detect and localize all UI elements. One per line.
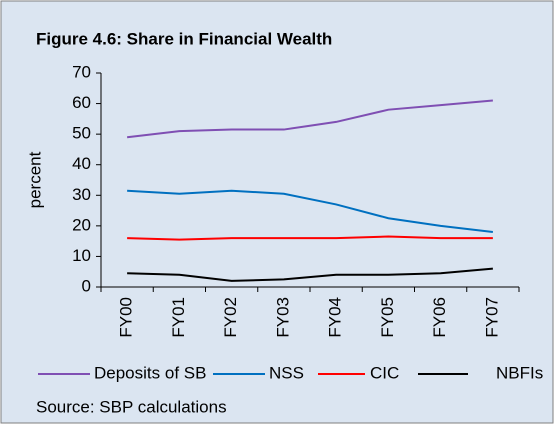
y-axis-label: percent: [25, 151, 44, 208]
chart-title: Figure 4.6: Share in Financial Wealth: [36, 29, 332, 48]
x-tick-label: FY07: [482, 297, 501, 338]
x-tick-label: FY02: [221, 297, 240, 338]
y-tick-label: 20: [72, 215, 91, 234]
series-line: [127, 235, 493, 241]
y-tick-label: 70: [72, 62, 91, 81]
legend-label: Deposits of SB: [94, 363, 206, 382]
y-tick-label: 50: [72, 124, 91, 143]
x-tick-label: FY03: [273, 297, 292, 338]
y-tick-label: 60: [72, 93, 91, 112]
legend-label: NSS: [269, 363, 304, 382]
source-note: Source: SBP calculations: [36, 397, 227, 416]
y-tick-label: 10: [72, 246, 91, 265]
series-line: [127, 267, 493, 282]
x-tick-label: FY00: [117, 297, 136, 338]
series-line: [127, 99, 493, 139]
x-tick-label: FY05: [378, 297, 397, 338]
x-tick-label: FY04: [326, 297, 345, 338]
legend-label: NBFIs: [496, 363, 543, 382]
y-tick-label: 0: [82, 276, 91, 295]
x-tick-label: FY06: [430, 297, 449, 338]
x-tick-label: FY01: [169, 297, 188, 338]
series-line: [127, 189, 493, 233]
y-tick-label: 40: [72, 154, 91, 173]
legend-label: CIC: [370, 363, 399, 382]
y-tick-label: 30: [72, 185, 91, 204]
